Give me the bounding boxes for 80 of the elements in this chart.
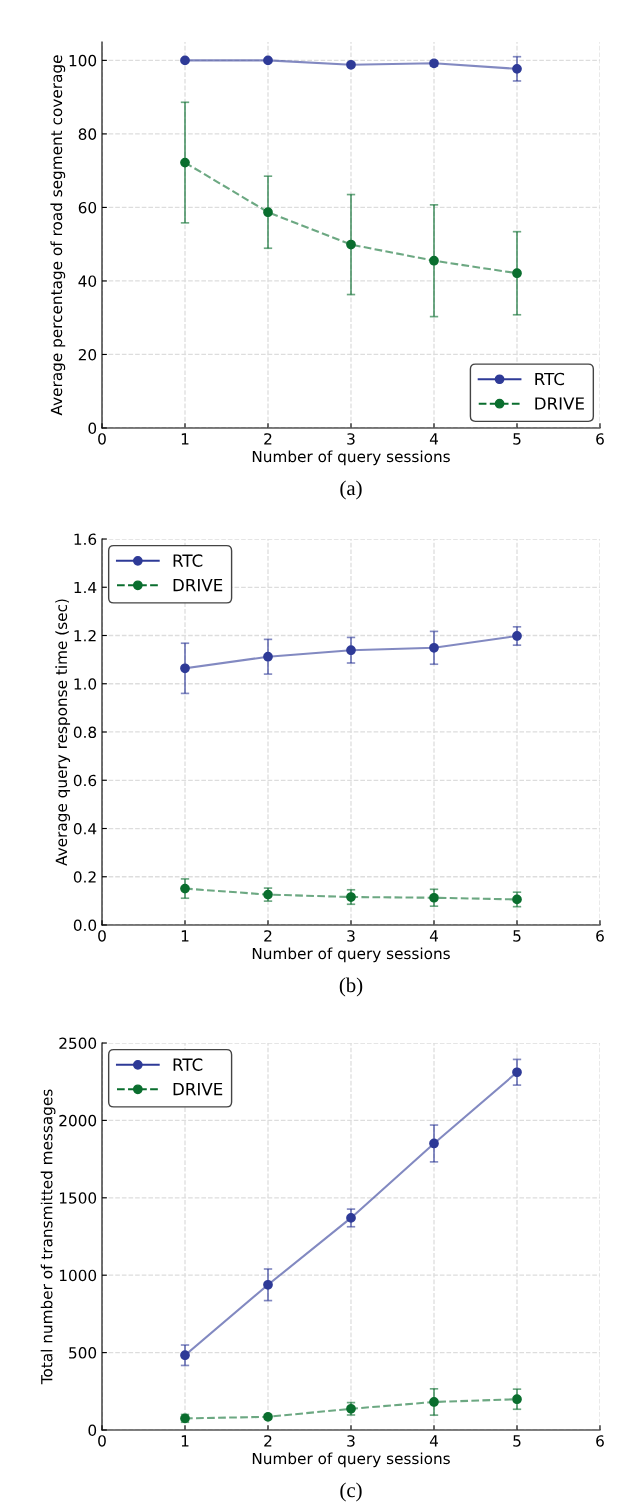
legend-label: RTC [173,1058,203,1071]
point [512,268,522,279]
x-tick-label: 1 [181,433,189,445]
x-tick-label: 3 [347,1435,355,1447]
point [512,63,522,74]
text: (c) [340,1482,362,1502]
y-axis-title: Total number of transmitted messages [40,1089,56,1385]
point [180,883,190,894]
x-tick-label: 1 [181,930,189,942]
point [263,55,273,66]
x-tick-label: 5 [513,433,521,445]
y-tick-label: 0.6 [73,774,97,787]
x-tick-label: 0 [98,930,106,942]
y-tick-label: 60 [78,201,97,214]
point [512,1394,522,1405]
point [346,239,356,250]
x-axis-title: Number of query sessions [252,947,450,963]
y-tick-label: 0 [88,1424,97,1437]
point [180,157,190,168]
y-tick-label: 2500 [59,1037,97,1050]
x-tick-label: 5 [513,930,521,942]
y-tick-label: 1.4 [74,581,97,594]
y-tick-label: 0 [88,422,97,435]
y-tick-label: 20 [78,348,97,361]
y-tick-label: 80 [78,128,97,140]
y-tick-label: 40 [78,275,97,287]
text: (b) [339,977,363,997]
point [512,631,522,641]
y-axis-title: Average percentage of road segment coverage [50,55,66,416]
legend-label: RTC [535,372,565,386]
y-tick-label: 1000 [59,1269,97,1282]
x-tick-label: 6 [596,433,604,445]
x-tick-label: 2 [264,930,272,942]
x-tick-label: 4 [429,433,438,445]
point [346,645,356,656]
x-tick-label: 0 [98,433,106,445]
x-tick-label: 4 [429,930,438,942]
y-tick-label: 1.6 [74,533,97,546]
point [263,1279,273,1290]
point [429,1397,439,1407]
x-axis-title: Number of query sessions [252,450,450,466]
point [346,892,356,902]
y-tick-label: 1.0 [74,678,97,690]
x-tick-label: 6 [596,930,604,942]
point [429,1138,439,1149]
x-tick-label: 3 [347,930,355,942]
x-tick-label: 1 [181,1435,189,1447]
y-tick-label: 0.2 [73,871,96,883]
y-axis-title: Average query response time (sec) [55,599,71,866]
y-tick-label: 100 [69,54,97,67]
point [429,255,439,266]
text: (a) [340,480,362,500]
x-tick-label: 3 [347,433,355,445]
y-tick-label: 2000 [59,1114,97,1127]
x-axis-title: Number of query sessions [252,1452,450,1468]
legend-label: DRIVE [173,578,223,592]
point [263,651,273,662]
point [180,663,190,674]
point [180,1350,190,1361]
point [346,1213,356,1223]
x-tick-label: 4 [429,1435,438,1447]
y-tick-label: 0.0 [73,919,97,932]
y-tick-label: 0.4 [73,822,97,835]
x-tick-label: 5 [513,1435,521,1447]
point [512,1067,522,1078]
x-tick-label: 2 [264,1435,272,1447]
x-tick-label: 2 [264,433,272,445]
y-tick-label: 500 [69,1347,97,1359]
point [429,892,439,903]
legend-label: DRIVE [173,1082,223,1096]
x-tick-label: 6 [596,1435,604,1447]
y-tick-label: 1500 [59,1192,97,1204]
x-tick-label: 0 [98,1435,106,1447]
point [180,55,190,66]
legend-label: DRIVE [535,397,584,410]
point [429,642,439,653]
legend-label: RTC [173,554,203,567]
y-tick-label: 1.2 [74,629,96,642]
y-tick-label: 0.8 [73,726,97,739]
point [263,207,273,218]
